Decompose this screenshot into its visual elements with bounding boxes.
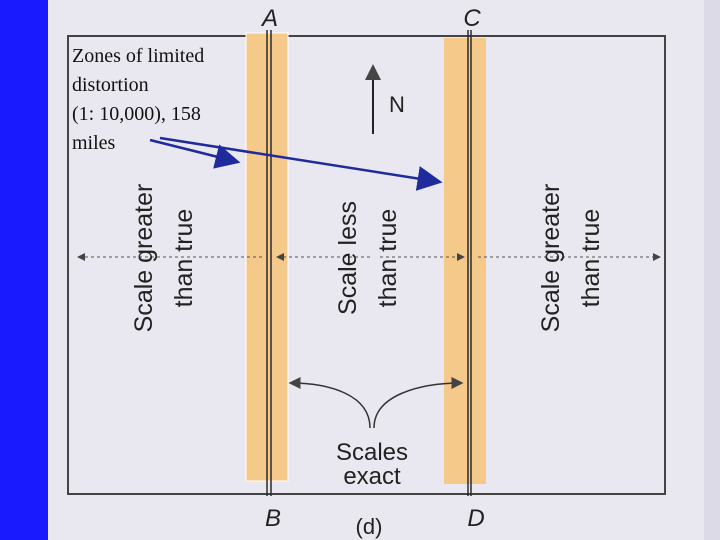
- annotation-line-1: Zones of limited: [72, 45, 205, 67]
- label-A: A: [260, 5, 278, 32]
- label-B: B: [265, 505, 281, 532]
- label-D: D: [467, 505, 484, 532]
- zone-label-middle: Scale less than true: [334, 201, 402, 315]
- annotation-line-3: (1: 10,000), 158: [72, 103, 201, 125]
- annotation-arrow-right: [159, 136, 443, 191]
- annotation-arrow-left: [149, 138, 241, 169]
- svg-text:Scale less: Scale less: [334, 201, 362, 315]
- north-label: N: [389, 92, 405, 117]
- label-C: C: [463, 5, 481, 32]
- annotation-line-2: distortion: [72, 74, 149, 96]
- scales-exact-pointer-left: [288, 377, 371, 429]
- scales-exact-line2: exact: [343, 463, 401, 490]
- zone-label-right: Scale greater than true: [537, 184, 605, 333]
- annotation-text: Zones of limited distortion (1: 10,000),…: [72, 42, 242, 158]
- zone-label-left: Scale greater than true: [130, 184, 198, 333]
- annotation-line-4: miles: [72, 132, 116, 154]
- svg-text:Scale greater: Scale greater: [537, 184, 565, 333]
- map-frame: [67, 35, 666, 495]
- paper-background: [48, 0, 720, 540]
- svg-text:than true: than true: [170, 209, 198, 308]
- svg-text:than true: than true: [374, 209, 402, 308]
- scales-exact-line1: Scales: [336, 439, 408, 466]
- figure-label: (d): [356, 514, 383, 539]
- svg-text:Scale greater: Scale greater: [130, 184, 158, 333]
- svg-text:than true: than true: [577, 209, 605, 308]
- scales-exact-pointer-right: [373, 377, 464, 429]
- zone-band-right: [444, 38, 486, 484]
- paper-right-edge: [704, 0, 720, 540]
